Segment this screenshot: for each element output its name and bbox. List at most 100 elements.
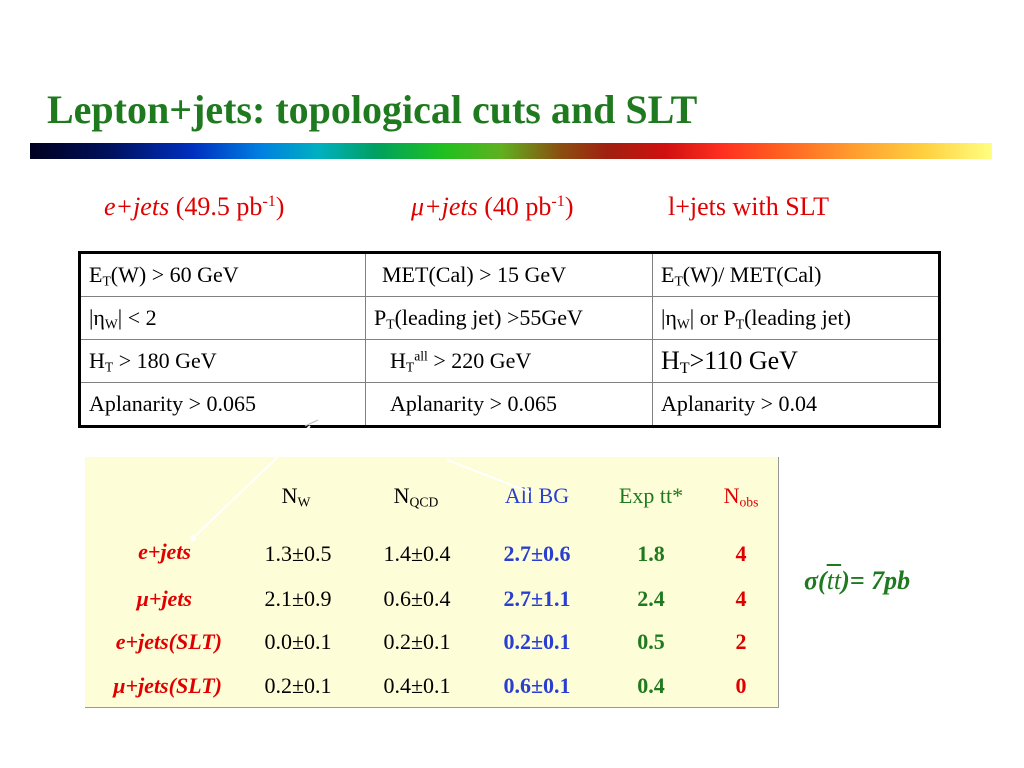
cross-section-label: σ(tt)= 7pb: [804, 566, 910, 596]
col-header-nw: NW: [282, 483, 311, 509]
header-l-jets-slt: l+jets with SLT: [668, 192, 830, 221]
cell-text-part: Aplanarity > 0.065: [89, 391, 256, 416]
col-header-nqcd: NQCD: [394, 483, 439, 509]
mu-jets-label: +jets: [424, 192, 478, 221]
col-header-nobs: Nobs: [724, 483, 759, 509]
cell-text-part: > 220 GeV: [427, 348, 532, 373]
sigma-symbol: σ(: [804, 566, 827, 595]
cell-nobs: 4: [735, 586, 747, 611]
cut-cell: HT > 180 GeV: [79, 339, 366, 383]
cell-exptt: 1.8: [637, 541, 665, 566]
cut-cell: HTall > 220 GeV: [365, 339, 653, 383]
cell-text-part: QCD: [409, 494, 439, 510]
cut-cell: HT>110 GeV: [652, 339, 940, 383]
cell-text-part: | < 2: [117, 305, 157, 330]
cell-text-part: | or P: [689, 305, 736, 330]
cell-text-part: MET(Cal) > 15 GeV: [382, 262, 567, 287]
col-header-allbg: All BG: [504, 483, 570, 508]
header-mu-jets: μ+jets (40 pb-1): [411, 192, 573, 222]
cell-text-part: Aplanarity > 0.065: [390, 391, 557, 416]
cell-text-part: N: [393, 483, 410, 508]
e-jets-lumi-close: ): [275, 192, 285, 221]
cell-text-part: W: [104, 316, 118, 332]
cell-text-part: (W) > 60 GeV: [110, 262, 239, 287]
cell-nqcd: 0.6±0.4: [383, 586, 451, 611]
cut-cell: Aplanarity > 0.065: [79, 382, 366, 427]
cell-text-part: T: [386, 316, 395, 332]
cell-text-part: Aplanarity > 0.04: [661, 391, 817, 416]
cell-nqcd: 0.2±0.1: [383, 629, 451, 654]
mu-symbol: μ: [411, 192, 425, 221]
cuts-row: ET(W) > 60 GeV MET(Cal) > 15 GeV ET(W)/ …: [79, 252, 940, 297]
cell-allbg: 2.7±1.1: [503, 586, 571, 611]
cuts-row: Aplanarity > 0.065 Aplanarity > 0.065 Ap…: [79, 382, 940, 427]
cut-cell: ET(W) > 60 GeV: [79, 252, 366, 297]
cell-text-part: > 180 GeV: [113, 348, 217, 373]
cell-exptt: 2.4: [637, 586, 665, 611]
row-label: e+jets: [138, 539, 191, 564]
cut-cell: |ηW| < 2: [79, 296, 366, 340]
mu-jets-lumi-exp: -1: [551, 193, 565, 211]
cut-cell: |ηW| or PT(leading jet): [652, 296, 940, 340]
cell-text-part: (W)/ MET(Cal): [682, 262, 822, 287]
cell-text-part: E: [89, 262, 103, 287]
cell-allbg: 2.7±0.6: [503, 541, 571, 566]
mu-jets-lumi: (40 pb: [477, 192, 552, 221]
cut-cell: MET(Cal) > 15 GeV: [365, 252, 653, 297]
cell-nobs: 4: [735, 541, 747, 566]
cell-text-part: N: [723, 483, 740, 508]
cell-nobs: 2: [735, 629, 747, 654]
mu-jets-lumi-close: ): [564, 192, 574, 221]
ttbar-symbol: tt: [826, 566, 842, 595]
row-label: μ+jets: [136, 586, 192, 611]
cell-text-part: H: [661, 346, 680, 375]
cell-text-part: T: [405, 359, 415, 375]
cell-nqcd: 1.4±0.4: [383, 541, 451, 566]
e-jets-lumi: (49.5 pb: [169, 192, 263, 221]
cell-text-part: (leading jet) >55GeV: [394, 305, 583, 330]
cell-text-part: P: [374, 305, 387, 330]
col-header-exptt: Exp tt*: [618, 483, 684, 508]
cell-text-part: H: [390, 348, 406, 373]
cell-allbg: 0.6±0.1: [503, 673, 571, 698]
cell-text-part: W: [297, 494, 311, 510]
cell-nw: 1.3±0.5: [264, 541, 332, 566]
cell-text-part: all: [414, 348, 428, 364]
cut-cell: ET(W)/ MET(Cal): [652, 252, 940, 297]
cut-cell: PT(leading jet) >55GeV: [365, 296, 653, 340]
row-label: μ+jets(SLT): [113, 673, 222, 698]
cell-allbg: 0.2±0.1: [503, 629, 571, 654]
slide-title: Lepton+jets: topological cuts and SLT: [47, 87, 698, 132]
e-jets-lumi-exp: -1: [262, 193, 276, 211]
cuts-table: ET(W) > 60 GeV MET(Cal) > 15 GeV ET(W)/ …: [78, 251, 941, 428]
cell-text-part: T: [104, 359, 114, 375]
cell-exptt: 0.4: [637, 673, 665, 698]
cell-text-part: T: [674, 273, 683, 289]
cross-section-value: )= 7pb: [841, 566, 911, 595]
cell-nw: 2.1±0.9: [264, 586, 332, 611]
cell-text-part: T: [679, 360, 690, 378]
cell-text-part: obs: [739, 494, 759, 510]
cell-exptt: 0.5: [637, 629, 665, 654]
cell-text-part: T: [735, 316, 745, 332]
cut-cell: Aplanarity > 0.065: [365, 382, 653, 427]
e-jets-label: e+jets: [104, 192, 170, 221]
cell-nw: 0.2±0.1: [264, 673, 332, 698]
cell-text-part: N: [281, 483, 298, 508]
cell-text-part: W: [676, 316, 690, 332]
cuts-row: |ηW| < 2 PT(leading jet) >55GeV |ηW| or …: [79, 296, 940, 340]
cell-text-part: (leading jet): [744, 305, 851, 330]
cell-nw: 0.0±0.1: [264, 629, 332, 654]
cell-nobs: 0: [735, 673, 747, 698]
yields-panel: NW NQCD All BG Exp tt* Nobs e+jets 1.3±0…: [85, 457, 779, 708]
cell-text-part: |η: [89, 305, 105, 330]
cell-text-part: E: [661, 262, 675, 287]
cell-text-part: H: [89, 348, 105, 373]
row-label: e+jets(SLT): [115, 629, 222, 654]
cell-nqcd: 0.4±0.1: [383, 673, 451, 698]
rainbow-divider: [30, 143, 992, 159]
cell-text-part: >110 GeV: [689, 346, 798, 375]
cut-cell: Aplanarity > 0.04: [652, 382, 940, 427]
cell-text-part: |η: [661, 305, 677, 330]
cell-text-part: T: [102, 273, 111, 289]
